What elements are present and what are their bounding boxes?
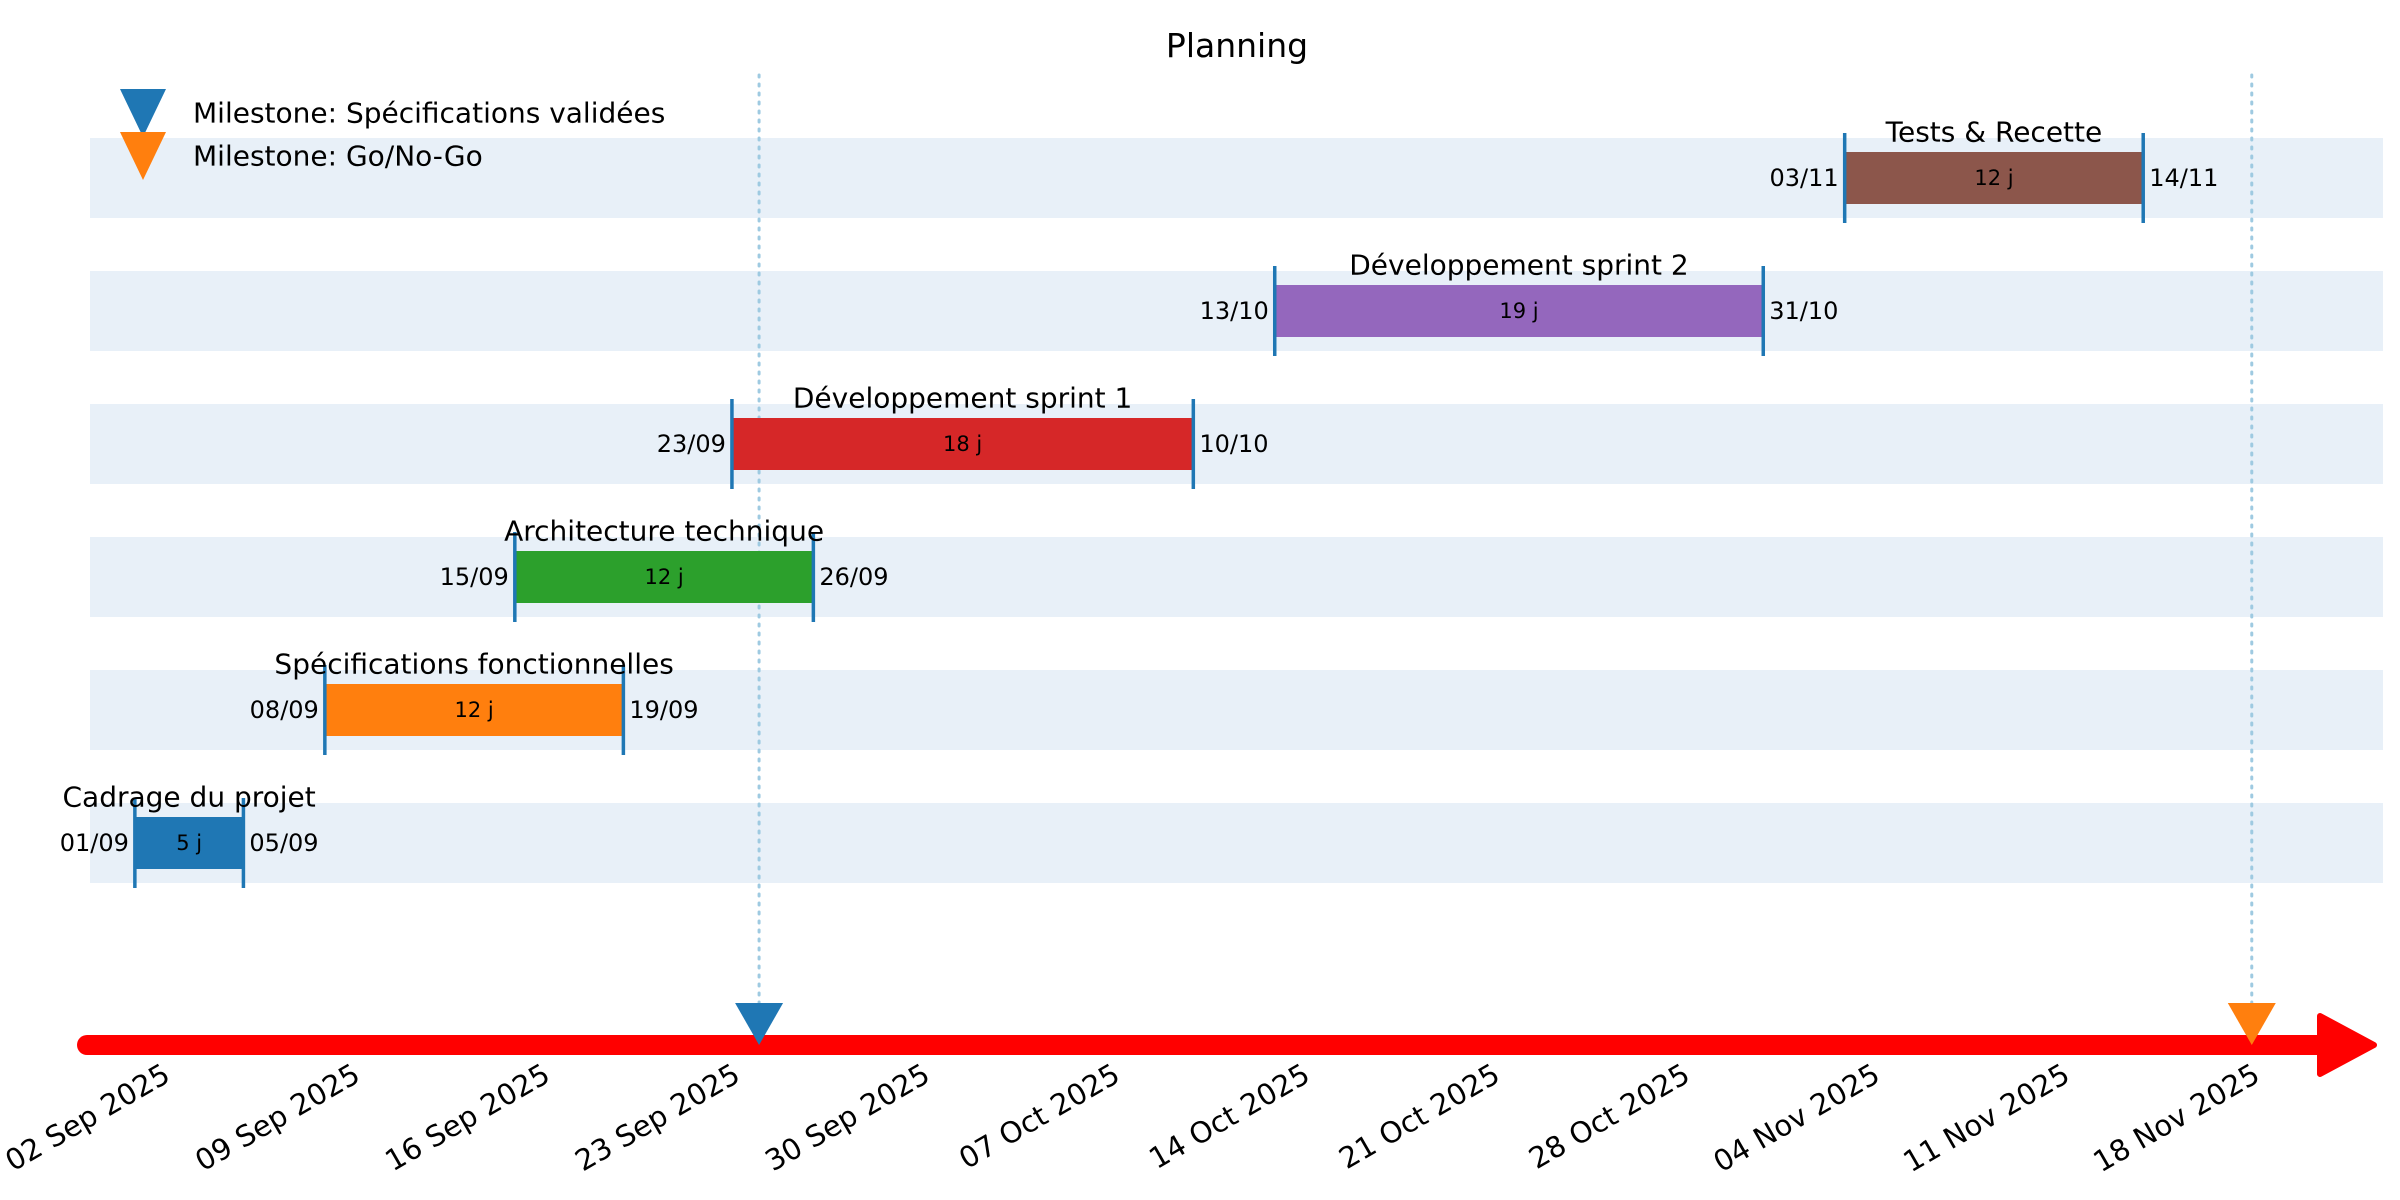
x-tick-label: 23 Sep 2025 — [569, 1057, 745, 1178]
x-tick-label: 14 Oct 2025 — [1143, 1057, 1315, 1176]
row-band — [90, 404, 2383, 484]
task-start-date-label: 08/09 — [250, 696, 319, 724]
legend-marker — [120, 89, 166, 137]
task: Spécifications fonctionnelles 12 j 08/09 19… — [250, 648, 699, 755]
task-duration-label: 5 j — [176, 831, 202, 855]
task-bar — [134, 817, 244, 869]
task: Développement sprint 1 18 j 23/09 10/10 — [657, 382, 1268, 489]
legend: Milestone: Spécifications validées Milest… — [120, 89, 665, 180]
task-end-date-label: 14/11 — [2149, 164, 2218, 192]
task: Tests & Recette 12 j 03/11 14/11 — [1770, 116, 2218, 223]
task-bar — [731, 418, 1194, 470]
task-end-date-label: 10/10 — [1199, 430, 1268, 458]
task-bar — [324, 684, 624, 736]
x-tick-label: 16 Sep 2025 — [379, 1057, 555, 1178]
task: Architecture technique 12 j 15/09 26/09 — [440, 515, 889, 622]
task-start-date-label: 03/11 — [1770, 164, 1839, 192]
timeline-arrowhead — [2317, 1013, 2377, 1077]
milestone-marker — [2227, 1003, 2276, 1045]
row-band — [90, 537, 2383, 617]
task-name-label: Spécifications fonctionnelles — [274, 648, 673, 681]
task-bar — [1844, 152, 2144, 204]
task-start-date-label: 15/09 — [440, 563, 509, 591]
milestone-markers — [735, 1003, 2276, 1045]
task-end-date-label: 19/09 — [629, 696, 698, 724]
x-tick-label: 28 Oct 2025 — [1523, 1057, 1695, 1176]
x-tick-label: 09 Sep 2025 — [189, 1057, 365, 1178]
task: Cadrage du projet 5 j 01/09 05/09 — [60, 781, 319, 888]
x-tick-labels: 02 Sep 2025 09 Sep 2025 16 Sep 2025 23 Sep … — [0, 1057, 2265, 1179]
task-end-date-label: 05/09 — [249, 829, 318, 857]
milestone-guide-lines — [757, 73, 2254, 1042]
task-bars: Cadrage du projet 5 j 01/09 05/09 Spécificat… — [60, 116, 2218, 888]
x-tick-label: 30 Sep 2025 — [759, 1057, 935, 1178]
task-end-date-label: 26/09 — [819, 563, 888, 591]
task-name-label: Cadrage du projet — [63, 781, 316, 814]
x-tick-label: 02 Sep 2025 — [0, 1057, 176, 1178]
row-band — [90, 803, 2383, 883]
x-tick-label: 18 Nov 2025 — [2087, 1057, 2265, 1179]
task-duration-label: 12 j — [644, 565, 683, 589]
task-bar — [514, 551, 814, 603]
task-name-label: Développement sprint 1 — [793, 382, 1133, 415]
task-duration-label: 19 j — [1499, 299, 1538, 323]
task-duration-label: 12 j — [1974, 166, 2013, 190]
task-name-label: Tests & Recette — [1885, 116, 2103, 149]
x-tick-label: 07 Oct 2025 — [953, 1057, 1125, 1176]
timeline-axis — [77, 1013, 2377, 1077]
task: Développement sprint 2 19 j 13/10 31/10 — [1200, 249, 1838, 356]
task-end-date-label: 31/10 — [1769, 297, 1838, 325]
task-duration-label: 18 j — [943, 432, 982, 456]
task-name-label: Architecture technique — [504, 515, 824, 548]
legend-marker — [120, 132, 166, 180]
task-start-date-label: 23/09 — [657, 430, 726, 458]
legend-label: Milestone: Spécifications validées — [193, 97, 665, 130]
row-band — [90, 271, 2383, 351]
task-duration-label: 12 j — [454, 698, 493, 722]
task-bar — [1274, 285, 1764, 337]
x-tick-label: 04 Nov 2025 — [1707, 1057, 1885, 1179]
x-tick-label: 21 Oct 2025 — [1333, 1057, 1505, 1176]
task-start-date-label: 13/10 — [1200, 297, 1269, 325]
task-name-label: Développement sprint 2 — [1349, 249, 1689, 282]
row-bands — [90, 138, 2383, 883]
task-start-date-label: 01/09 — [60, 829, 129, 857]
chart-title: Planning — [1166, 26, 1308, 65]
milestone-marker — [735, 1003, 784, 1045]
x-tick-label: 11 Nov 2025 — [1897, 1057, 2075, 1179]
legend-label: Milestone: Go/No-Go — [193, 140, 483, 173]
